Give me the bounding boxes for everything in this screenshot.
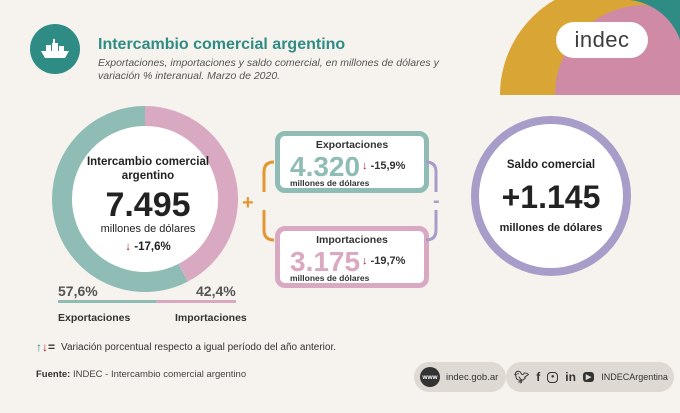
exports-share-bar [58,300,156,303]
website-text: indec.gob.ar [446,371,499,383]
exports-box: Exportaciones 4.320 millones de dólares … [275,131,429,193]
twitter-icon[interactable]: 🐦︎ [514,370,530,384]
saldo-center: Saldo comercial +1.145 millones de dólar… [479,124,623,268]
exports-share-label: Exportaciones [58,312,131,324]
donut-variation: ↓ -17,6% [68,241,228,253]
donut-segment-exports [52,106,188,292]
linkedin-icon[interactable]: in [565,370,576,384]
social-links: 🐦︎ f ● in ▶ INDECArgentina [506,362,674,392]
source-note: Fuente: INDEC - Intercambio comercial ar… [36,369,246,380]
indec-logo: indec [556,22,648,58]
imports-box-variation-value: -19,7% [370,255,406,267]
imports-box-value: 3.175 [290,246,361,277]
instagram-icon[interactable]: ● [547,371,559,383]
minus-operator: - [433,190,440,212]
legend-text: Variación porcentual respecto a igual pe… [61,341,337,353]
imports-box-unit: millones de dólares [290,273,370,283]
donut-segment-imports [144,106,238,282]
globe-icon: www [420,367,440,387]
plus-bracket [262,160,275,242]
exports-share-pct: 57,6% [58,283,98,299]
plus-operator: + [242,192,254,214]
variation-legend: ↑↓= Variación porcentual respecto a igua… [36,340,336,354]
source-text: INDEC - Intercambio comercial argentino [72,369,247,380]
minus-bracket [425,160,438,242]
donut-unit: millones de dólares [100,223,196,235]
facebook-icon[interactable]: f [536,370,541,384]
down-arrow-icon: ↓ [362,160,368,172]
imports-box-variation: ↓ -19,7% [362,255,405,267]
imports-share-label: Importaciones [175,312,247,324]
imports-box-title: Importaciones [316,234,388,246]
exports-box-variation: ↓ -15,9% [362,160,405,172]
exports-box-variation-value: -15,9% [370,160,406,172]
social-handle: INDECArgentina [601,372,668,382]
imports-box: Importaciones 3.175 millones de dólares … [275,226,429,288]
saldo-unit: millones de dólares [499,221,603,234]
saldo-title: Saldo comercial [506,158,596,171]
imports-share-bar [156,300,236,303]
exports-box-unit: millones de dólares [290,178,370,188]
donut-title: Intercambio comercial argentino [86,156,210,182]
ship-icon [30,24,80,74]
imports-share-pct: 42,4% [196,283,236,299]
youtube-icon[interactable]: ▶ [582,372,595,382]
website-link[interactable]: www indec.gob.ar [414,362,506,392]
page-subtitle: Exportaciones, importaciones y saldo com… [98,57,439,82]
page-title: Intercambio comercial argentino [98,36,346,53]
down-arrow-icon: ↓ [125,241,132,253]
donut-value: 7.495 [105,186,191,224]
source-label: Fuente: [36,369,71,380]
donut-variation-value: -17,6% [134,241,171,253]
saldo-circle [471,116,631,276]
donut-center: Intercambio comercial argentino 7.495 mi… [68,155,228,253]
saldo-value: +1.145 [501,178,601,215]
exports-box-value: 4.320 [290,151,361,182]
down-arrow-icon: ↓ [362,255,368,267]
exports-box-title: Exportaciones [315,139,389,151]
trade-donut-chart [52,106,238,292]
up-down-arrows-icon: ↑↓= [36,340,56,354]
